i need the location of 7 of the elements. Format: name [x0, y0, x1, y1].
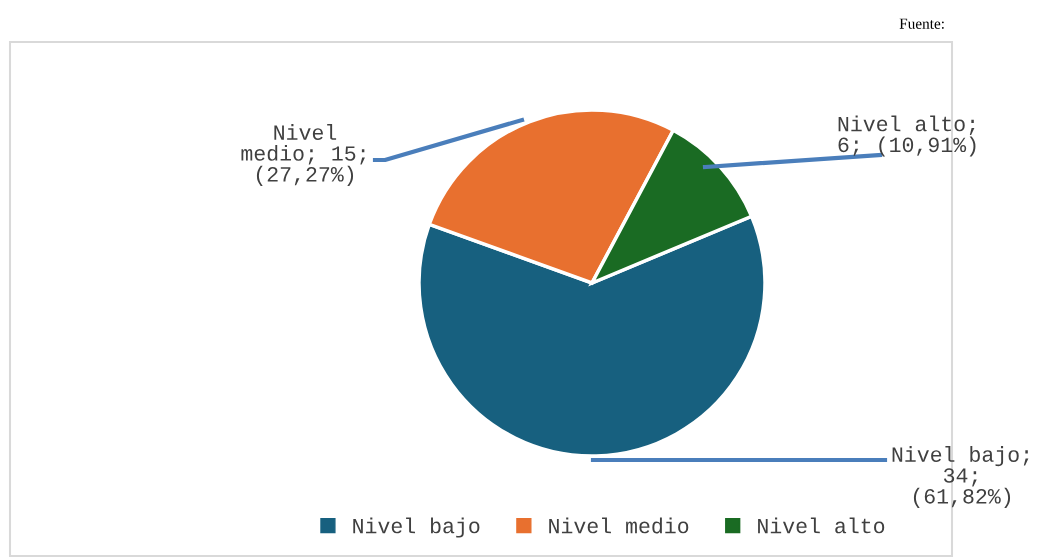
legend-label: Nivel bajo: [353, 517, 480, 538]
data-label: Nivel alto; 6; (10,91%): [838, 115, 976, 157]
legend-label: Nivel alto: [758, 517, 885, 534]
source-note: Fuente:: [899, 18, 944, 29]
data-label: Nivel bajo; 34; (61,82%): [892, 446, 1029, 508]
data-label: Nivel medio; 15; (27,27%): [241, 124, 365, 186]
legend-label: Nivel medio: [549, 517, 689, 534]
